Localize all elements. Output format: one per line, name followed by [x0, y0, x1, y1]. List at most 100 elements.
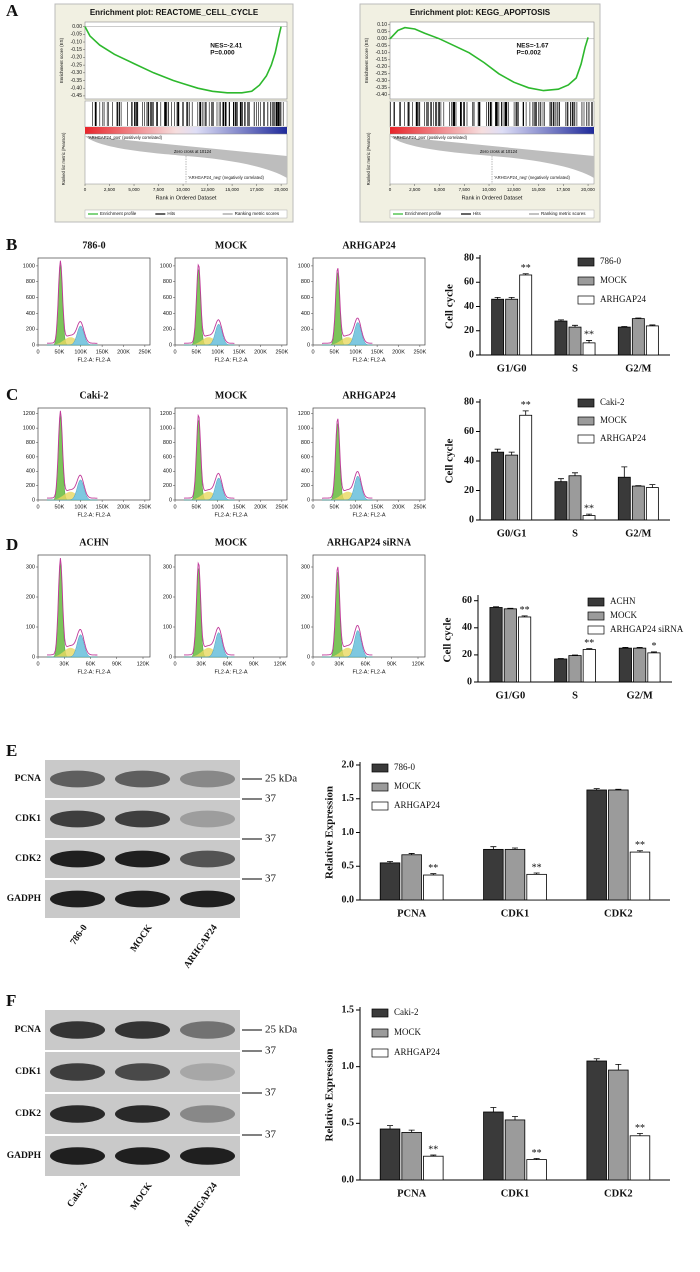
row-label: PCNA [15, 774, 42, 784]
lane-label: ARHGAP24 [182, 1181, 219, 1228]
panel-title: ACHN [79, 537, 109, 548]
x-tick-label: S [572, 528, 578, 539]
lane-label: 786-0 [69, 923, 90, 947]
bar [423, 1155, 444, 1181]
y-tick-label: -0.20 [71, 55, 83, 61]
x-tick-label: 150K [233, 349, 246, 355]
y-tick-label: 400 [163, 311, 172, 317]
legend-swatch [577, 276, 595, 286]
x-tick-label: 150K [233, 504, 246, 510]
bar [526, 873, 547, 901]
x-tick-label: 2,500 [409, 187, 421, 192]
band [50, 1105, 105, 1123]
significance: ** [521, 400, 531, 411]
x-tick-label: CDK1 [501, 908, 530, 919]
band [50, 1021, 105, 1039]
y-tick-label: -0.45 [71, 93, 83, 99]
error-bar [649, 484, 656, 488]
legend-label: MOCK [610, 610, 638, 620]
s-phase [46, 491, 98, 500]
significance: ** [521, 263, 531, 274]
error-bar [615, 1064, 622, 1071]
bar [617, 326, 631, 356]
y-tick-label: 1000 [23, 263, 35, 269]
bar [505, 298, 519, 356]
s-phase [321, 337, 373, 345]
error-bar [430, 873, 437, 876]
y-tick-label: -0.30 [376, 78, 388, 84]
band [180, 810, 235, 828]
annotation: P=0.002 [516, 50, 541, 57]
lane-label: ARHGAP24 [182, 923, 219, 970]
legend-label: MOCK [394, 781, 422, 791]
legend-label: MOCK [600, 415, 628, 425]
error-bar [621, 326, 628, 328]
legend-swatch [371, 1028, 389, 1038]
y-axis-label: Relative Expression [324, 1049, 336, 1142]
x-tick-label: 60K [223, 661, 233, 667]
row-label: GADPH [7, 1151, 42, 1161]
legend-swatch [371, 801, 389, 811]
legend-swatch [577, 398, 595, 408]
bar [503, 608, 517, 683]
y-tick-label: 0 [169, 654, 172, 660]
y-axis-label: Enrichment score (ES) [364, 37, 369, 83]
x-tick-label: 50K [54, 504, 64, 510]
band [115, 1063, 170, 1081]
error-bar [636, 647, 643, 649]
pos-label: 'ARHGAP24_pos' (positively correlated) [393, 135, 468, 140]
y-tick-label: 600 [301, 295, 310, 301]
y-tick-label: 20 [464, 485, 474, 496]
y-tick-label: -0.10 [376, 50, 388, 56]
g2-peak [46, 479, 98, 501]
bar [582, 515, 596, 521]
x-tick-label: G2/M [627, 690, 653, 701]
metric-shape [390, 136, 594, 178]
y-tick-label: 1000 [160, 426, 172, 432]
x-tick-label: PCNA [397, 908, 427, 919]
bar [554, 481, 568, 521]
y-tick-label: 200 [163, 483, 172, 489]
error-bar [635, 317, 642, 319]
y-tick-label: 0 [469, 514, 474, 525]
y-tick-label: 1000 [298, 426, 310, 432]
bar [633, 647, 647, 683]
es-curve [84, 26, 282, 94]
y-tick-label: 0.00 [377, 36, 387, 42]
x-tick-label: 120K [412, 661, 425, 667]
marker-label: 37 [265, 833, 277, 845]
y-tick-label: 100 [163, 624, 172, 630]
y-tick-label: 0.0 [342, 894, 355, 905]
x-tick-label: 150K [96, 349, 109, 355]
error-bar [522, 410, 529, 416]
error-bar [430, 1154, 437, 1157]
significance: ** [635, 1123, 645, 1134]
x-tick-label: 100K [349, 504, 362, 510]
legend-label: Hits [167, 211, 175, 216]
y-tick-label: 1200 [298, 411, 310, 417]
panel-letter: E [6, 741, 17, 760]
x-tick-label: G1/G0 [497, 363, 527, 374]
zero-cross: Zero cross at 10124 [480, 149, 518, 154]
fit-curve [322, 268, 373, 344]
y-tick-label: 0.05 [377, 29, 387, 35]
g2-peak [46, 325, 98, 346]
legend-label: ARHGAP24 [600, 433, 647, 443]
significance: ** [532, 862, 542, 873]
lane-label: Caki-2 [66, 1181, 90, 1209]
bar [379, 1128, 401, 1181]
x-tick-label: 15,000 [225, 187, 239, 192]
histogram-frame [37, 257, 151, 346]
x-tick-label: 17,500 [250, 187, 264, 192]
marker-label: 37 [265, 1045, 277, 1057]
x-tick-label: G2/M [625, 528, 651, 539]
x-tick-label: 250K [275, 349, 288, 355]
legend-box [389, 209, 595, 219]
bar [618, 647, 632, 683]
bar [582, 342, 596, 356]
y-tick-label: 400 [301, 469, 310, 475]
rank-colorbar [390, 127, 594, 134]
histogram-frame [37, 554, 151, 658]
x-tick-label: 250K [413, 504, 426, 510]
bar [519, 274, 533, 356]
